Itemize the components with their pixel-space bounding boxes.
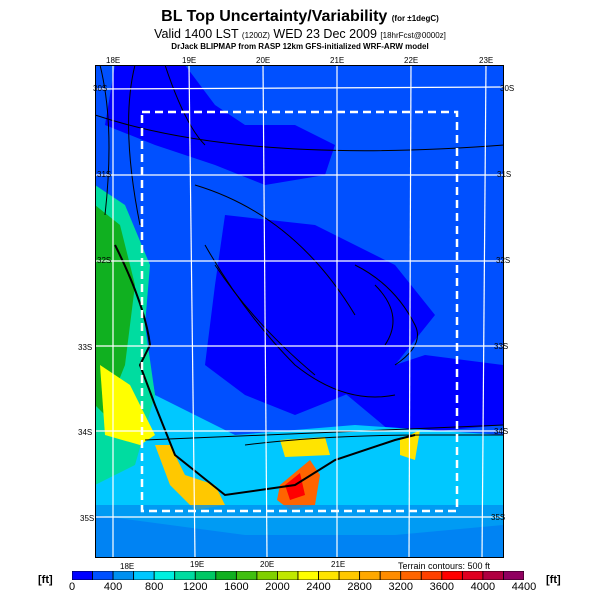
valid-time: Valid 1400 LST — [154, 27, 239, 41]
colorbar-label: 1200 — [183, 581, 208, 593]
lon-label: 18E — [120, 562, 135, 571]
colorbar-swatch — [420, 571, 443, 580]
colorbar-label: 3200 — [388, 581, 413, 593]
lat-label: 30S — [500, 84, 515, 93]
lat-label: 34S — [494, 427, 509, 436]
title-note: (for ±1degC) — [391, 14, 439, 23]
lon-label: 20E — [260, 560, 275, 569]
lon-label: 19E — [182, 56, 197, 65]
lon-label: 21E — [330, 56, 345, 65]
lat-label: 35S — [491, 513, 506, 522]
lat-label: 32S — [97, 256, 112, 265]
lon-label: 19E — [190, 560, 205, 569]
lat-label: 31S — [497, 170, 512, 179]
colorbar-unit-right: [ft] — [546, 574, 561, 586]
field-region-west-high — [95, 205, 135, 415]
colorbar-swatch — [359, 571, 381, 580]
field-region-yellow — [100, 365, 155, 445]
colorbar-swatch — [461, 571, 484, 580]
colorbar-swatch — [503, 571, 524, 580]
lat-label: 33S — [494, 342, 509, 351]
lat-label: 32S — [496, 256, 511, 265]
colorbar-label: 400 — [103, 581, 123, 593]
colorbar-label: 2400 — [306, 581, 331, 593]
colorbar-swatch — [379, 571, 402, 580]
forecast-note: [18hrFcst@0000z] — [380, 31, 446, 40]
colorbar-swatch — [153, 571, 176, 580]
colorbar-swatch — [72, 571, 93, 580]
field-region-red — [285, 473, 305, 500]
colorbar-swatch — [338, 571, 361, 580]
colorbar-label: 2000 — [265, 581, 290, 593]
lat-label: 30S — [93, 84, 108, 93]
lat-label: 31S — [97, 170, 112, 179]
lat-label: 33S — [78, 343, 93, 352]
map-frame — [95, 65, 504, 558]
colorbar-swatch — [482, 571, 504, 580]
inner-domain-box — [140, 110, 459, 513]
map-subtitle: Valid 1400 LST (1200Z) WED 23 Dec 2009 [… — [0, 27, 600, 41]
colorbar-swatch — [297, 571, 319, 580]
coastline — [114, 244, 416, 497]
colorbar-label: 0 — [68, 581, 76, 593]
colorbar-swatch — [441, 571, 463, 580]
field-region-orange — [155, 445, 225, 510]
lon-label: 18E — [106, 56, 121, 65]
colorbar-label: 800 — [144, 581, 164, 593]
colorbar-swatch — [318, 571, 340, 580]
lon-label: 21E — [331, 560, 346, 569]
colorbar-unit-left: [ft] — [38, 574, 53, 586]
field-region-yellow — [280, 437, 330, 457]
map-title: BL Top Uncertainty/Variability (for ±1de… — [0, 8, 600, 26]
lon-label: 22E — [404, 56, 419, 65]
colorbar — [72, 571, 524, 580]
colorbar-swatch — [112, 571, 135, 580]
model-source: DrJack BLIPMAP from RASP 12km GFS-initia… — [171, 42, 429, 51]
blipmap-field — [95, 65, 504, 558]
colorbar-label: 4400 — [511, 581, 537, 593]
colorbar-swatch — [215, 571, 237, 580]
lon-label: 20E — [256, 56, 271, 65]
valid-date: WED 23 Dec 2009 — [273, 27, 377, 41]
colorbar-label: 1600 — [224, 581, 249, 593]
terrain-contour-note: Terrain contours: 500 ft — [398, 561, 491, 571]
lat-label: 34S — [78, 428, 93, 437]
colorbar-swatch — [277, 571, 299, 580]
field-region-low — [205, 215, 435, 415]
colorbar-swatch — [194, 571, 217, 580]
title-text: BL Top Uncertainty/Variability — [161, 8, 388, 25]
colorbar-label: 2800 — [347, 581, 372, 593]
field-region-low — [105, 65, 335, 185]
colorbar-swatch — [174, 571, 196, 580]
field-region-ocean — [95, 505, 503, 558]
colorbar-swatch — [133, 571, 155, 580]
colorbar-label: 4000 — [470, 581, 496, 593]
colorbar-swatch — [400, 571, 422, 580]
colorbar-swatch — [256, 571, 278, 580]
lat-lon-grid — [95, 65, 504, 558]
colorbar-label: 3600 — [429, 581, 455, 593]
field-region-low — [335, 355, 503, 435]
contour-lines — [95, 65, 504, 446]
colorbar-swatch — [235, 571, 258, 580]
utc-time: (1200Z) — [241, 31, 270, 40]
lon-label: 23E — [479, 56, 494, 65]
lat-label: 35S — [80, 514, 95, 523]
colorbar-swatch — [92, 571, 114, 580]
